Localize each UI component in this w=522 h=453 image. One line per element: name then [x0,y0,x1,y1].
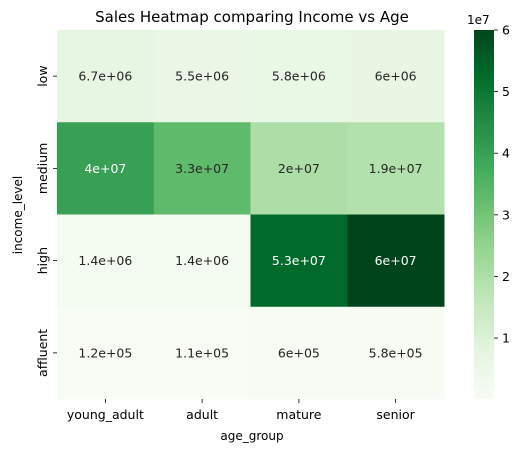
cell-value-label: 5.3e+07 [272,253,326,268]
cell-value-label: 1.1e+05 [175,345,229,360]
cell-value-label: 5.8e+05 [369,345,423,360]
colorbar-tick-label: 4 [502,146,510,161]
y-axis-label: income_level [11,176,25,255]
x-tick-label: adult [186,407,218,422]
colorbar-tick-label: 5 [502,84,510,99]
cell-value-label: 2e+07 [278,161,320,176]
heatmap-cell [347,122,445,215]
y-tick-label: low [35,65,50,86]
cell-value-label: 3.3e+07 [175,161,229,176]
y-axis-ticks: low medium high affluent [35,65,57,377]
cell-value-label: 6e+06 [375,69,417,84]
cell-value-label: 5.8e+06 [272,69,326,84]
cell-value-label: 6e+07 [375,253,417,268]
colorbar-ticks: 1 2 3 4 5 6 [494,23,510,346]
heatmap-cell [57,30,155,123]
cell-value-label: 1.4e+06 [175,253,229,268]
heatmap-cell [250,214,348,308]
colorbar-tick-label: 6 [502,23,510,38]
colorbar-scale-label: 1e7 [467,13,490,27]
x-tick-label: senior [376,407,415,422]
heatmap-cell [250,30,348,123]
x-tick-label: mature [276,407,322,422]
y-tick-label: affluent [35,329,50,377]
x-axis-label: age_group [220,429,283,443]
heatmap-cell [250,306,348,400]
colorbar [474,30,494,399]
heatmap-cell [57,122,155,215]
heatmap-cell [153,30,251,123]
cell-value-label: 6.7e+06 [78,69,132,84]
heatmap-cell [153,306,251,400]
cell-value-label: 4e+07 [84,161,126,176]
heatmap-cell [250,122,348,215]
heatmap-cell [57,214,155,308]
heatmap-cell [153,122,251,215]
y-tick-label: medium [35,143,50,194]
colorbar-tick-label: 2 [502,269,510,284]
heatmap-cell [153,214,251,308]
heatmap-cell [347,306,445,400]
y-tick-label: high [35,247,50,274]
colorbar-tick-label: 3 [502,207,510,222]
cell-value-label: 6e+05 [278,345,320,360]
heatmap-cells: 6.7e+06 5.5e+06 5.8e+06 6e+06 4e+07 3.3e+07 2e… [57,30,445,400]
cell-value-label: 1.2e+05 [78,345,132,360]
x-axis-ticks: young_adult adult mature senior [67,399,416,422]
heatmap-cell [57,306,155,400]
heatmap-cell [347,214,445,308]
cell-value-label: 5.5e+06 [175,69,229,84]
x-tick-label: young_adult [67,407,144,422]
chart-title: Sales Heatmap comparing Income vs Age [95,8,409,26]
cell-value-label: 1.9e+07 [369,161,423,176]
heatmap-cell [347,30,445,123]
colorbar-tick-label: 1 [502,331,510,346]
cell-value-label: 1.4e+06 [78,253,132,268]
